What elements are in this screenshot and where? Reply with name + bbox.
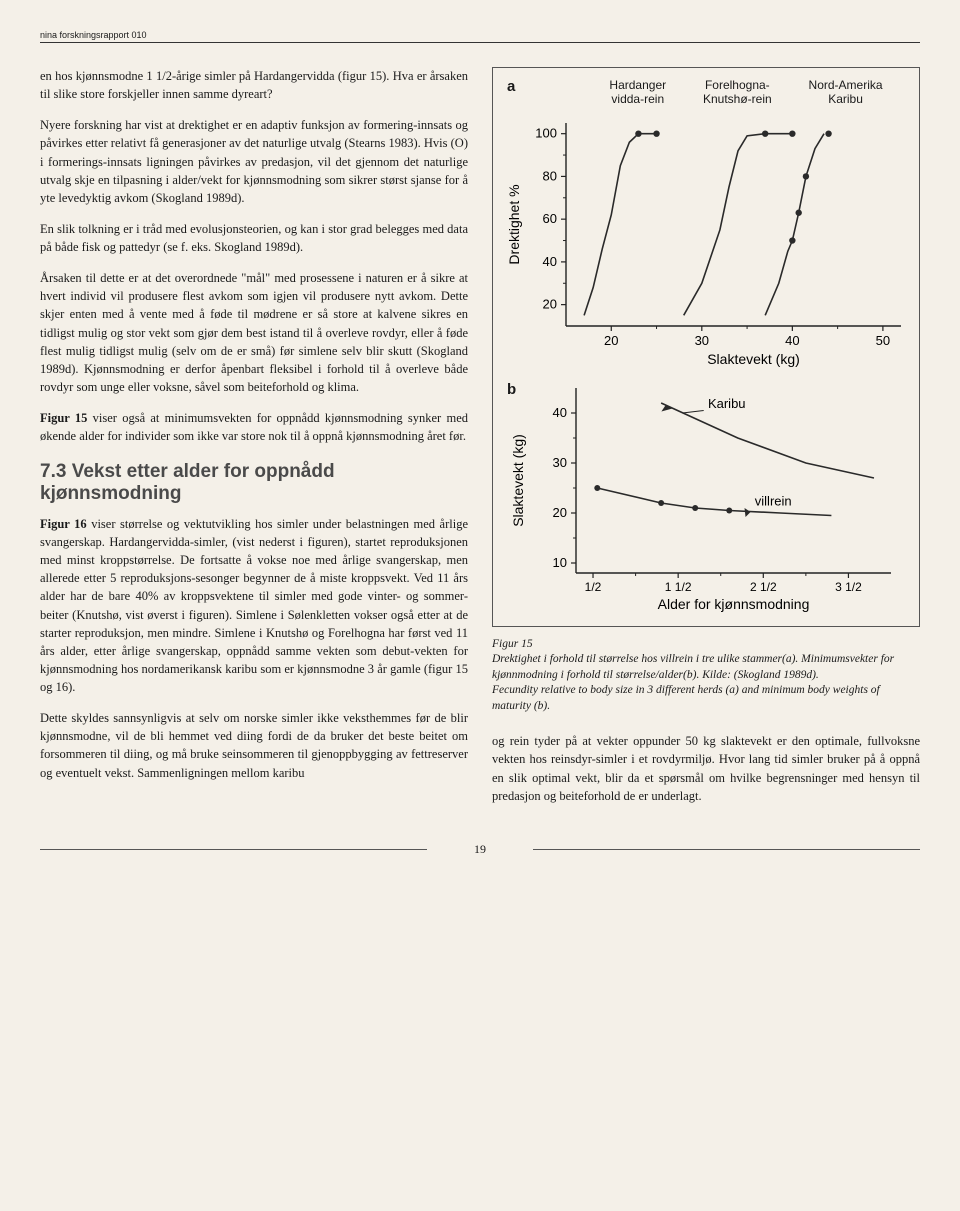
chart-a-legend: Hardangervidda-rein Forelhogna-Knutshø-r… [541,78,911,107]
section-heading: 7.3 Vekst etter alder for oppnådd kjønns… [40,461,468,505]
paragraph-text: viser størrelse og vektutvikling hos sim… [40,517,468,694]
paragraph: En slik tolkning er i tråd med evolusjon… [40,220,468,256]
svg-text:30: 30 [553,455,567,470]
svg-text:Slaktevekt (kg): Slaktevekt (kg) [510,434,526,527]
legend-karibu: Nord-AmerikaKaribu [809,78,883,107]
svg-text:50: 50 [876,333,890,348]
figure-ref: Figur 16 [40,517,87,531]
svg-text:1 1/2: 1 1/2 [665,580,692,594]
svg-text:30: 30 [695,333,709,348]
svg-text:Drektighet %: Drektighet % [506,184,522,264]
report-header: nina forskningsrapport 010 [40,30,920,43]
svg-text:20: 20 [543,296,557,311]
figure-ref: Figur 15 [40,411,87,425]
paragraph-text: viser også at minimumsvekten for oppnådd… [40,411,468,443]
panel-b-label: b [501,377,541,398]
paragraph: Nyere forskning har vist at drektighet e… [40,116,468,207]
right-column: a Hardangervidda-rein Forelhogna-Knutshø… [492,67,920,818]
paragraph: Figur 16 viser størrelse og vektutviklin… [40,515,468,696]
paragraph: Figur 15 viser også at minimumsvekten fo… [40,409,468,445]
caption-line: Drektighet i forhold til størrelse hos v… [492,653,894,681]
caption-line: Fecundity relative to body size in 3 dif… [492,684,880,712]
main-columns: en hos kjønnsmodne 1 1/2-årige simler på… [40,67,920,818]
svg-text:20: 20 [604,333,618,348]
paragraph: og rein tyder på at vekter oppunder 50 k… [492,732,920,805]
svg-text:40: 40 [543,254,557,269]
legend-hardanger: Hardangervidda-rein [609,78,666,107]
panel-a-label: a [501,78,541,95]
svg-text:40: 40 [553,405,567,420]
legend-forelhogna: Forelhogna-Knutshø-rein [703,78,772,107]
paragraph: Dette skyldes sannsynligvis at selv om n… [40,709,468,782]
svg-text:Karibu: Karibu [708,396,746,411]
chart-a: 20 40 60 80 100 20 30 40 50 Drektighet % Slaktevek… [501,111,911,371]
svg-text:Alder for kjønnsmodning: Alder for kjønnsmodning [658,596,810,612]
chart-b: 10 20 30 40 1/2 1 1/2 2 1/2 3 1/2 Slaktevekt (kg… [501,378,911,618]
svg-text:Slaktevekt (kg): Slaktevekt (kg) [707,351,800,367]
figure-15: a Hardangervidda-rein Forelhogna-Knutshø… [492,67,920,627]
svg-text:80: 80 [543,168,557,183]
svg-text:1/2: 1/2 [585,580,602,594]
svg-text:3 1/2: 3 1/2 [835,580,862,594]
paragraph: en hos kjønnsmodne 1 1/2-årige simler på… [40,67,468,103]
paragraph: Årsaken til dette er at det overordnede … [40,269,468,396]
svg-text:20: 20 [553,505,567,520]
figure-number: Figur 15 [492,638,533,650]
svg-text:40: 40 [785,333,799,348]
svg-text:100: 100 [535,125,557,140]
figure-15-caption: Figur 15 Drektighet i forhold til større… [492,637,920,715]
left-column: en hos kjønnsmodne 1 1/2-årige simler på… [40,67,468,818]
page-number: 19 [40,842,920,857]
svg-text:2 1/2: 2 1/2 [750,580,777,594]
svg-text:villrein: villrein [755,493,792,508]
svg-text:60: 60 [543,211,557,226]
svg-text:10: 10 [553,555,567,570]
